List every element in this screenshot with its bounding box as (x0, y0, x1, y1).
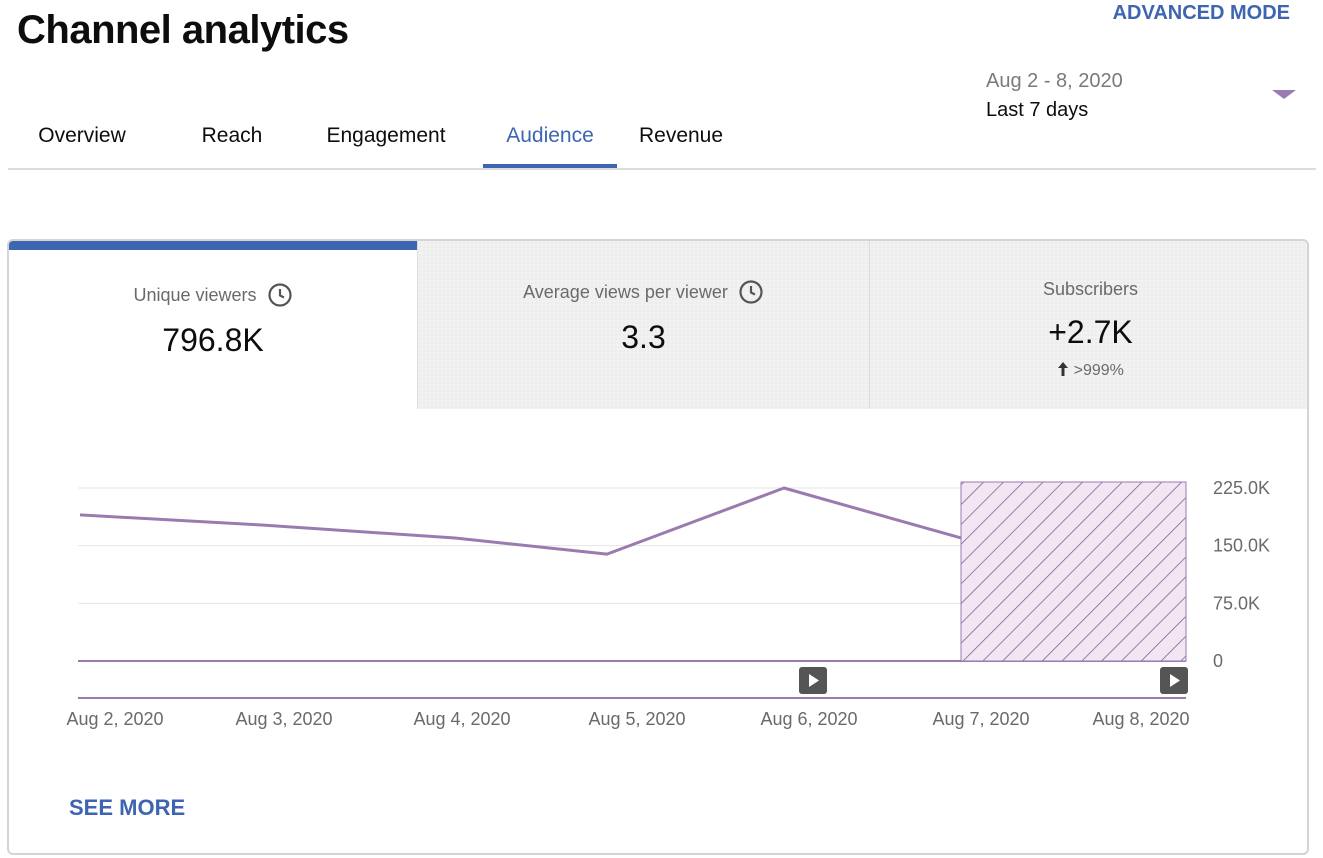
tab-overview[interactable]: Overview (38, 124, 126, 147)
page-title: Channel analytics (17, 8, 349, 52)
metric-delta: >999% (870, 361, 1307, 380)
metric-label: Unique viewers (133, 282, 292, 308)
date-range-selector[interactable]: Aug 2 - 8, 2020 Last 7 days (986, 70, 1123, 122)
metric-label: Average views per viewer (523, 279, 764, 305)
play-icon (809, 674, 819, 687)
tab-bar: Overview Reach Engagement Audience Reven… (8, 110, 1316, 170)
see-more-link[interactable]: SEE MORE (69, 795, 186, 820)
metric-label-text: Subscribers (1042, 279, 1139, 299)
metric-subscribers[interactable]: Subscribers +2.7K >999% (869, 241, 1307, 409)
clock-icon[interactable] (267, 282, 293, 308)
date-period-label: Last 7 days (986, 99, 1089, 121)
metric-label-text: Unique viewers (133, 284, 257, 305)
clock-icon[interactable] (738, 279, 764, 305)
dropdown-caret-icon[interactable] (1272, 90, 1296, 99)
metric-delta-text: >999% (1073, 362, 1124, 379)
tab-revenue[interactable]: Revenue (638, 124, 724, 147)
video-marker-aug-6[interactable] (799, 667, 827, 694)
tab-reach[interactable]: Reach (201, 124, 263, 147)
metric-label-text: Average views per viewer (523, 281, 728, 302)
tab-audience[interactable]: Audience (483, 124, 617, 168)
metric-value: 3.3 (621, 319, 666, 355)
metric-unique-viewers[interactable]: Unique viewers 796.8K (9, 241, 417, 409)
advanced-mode-link[interactable]: ADVANCED MODE (1112, 2, 1290, 24)
tab-engagement[interactable]: Engagement (326, 124, 446, 147)
video-marker-aug-8[interactable] (1160, 667, 1188, 694)
analytics-card: Unique viewers 796.8K Average views per … (7, 239, 1309, 855)
date-range-label: Aug 2 - 8, 2020 (986, 70, 1123, 92)
arrow-up-icon (1058, 362, 1069, 376)
metric-value: +2.7K (1048, 314, 1133, 350)
metric-label: Subscribers (1043, 279, 1138, 300)
metric-value: 796.8K (162, 322, 264, 358)
metric-average-views[interactable]: Average views per viewer 3.3 (417, 241, 869, 409)
play-icon (1170, 674, 1180, 687)
